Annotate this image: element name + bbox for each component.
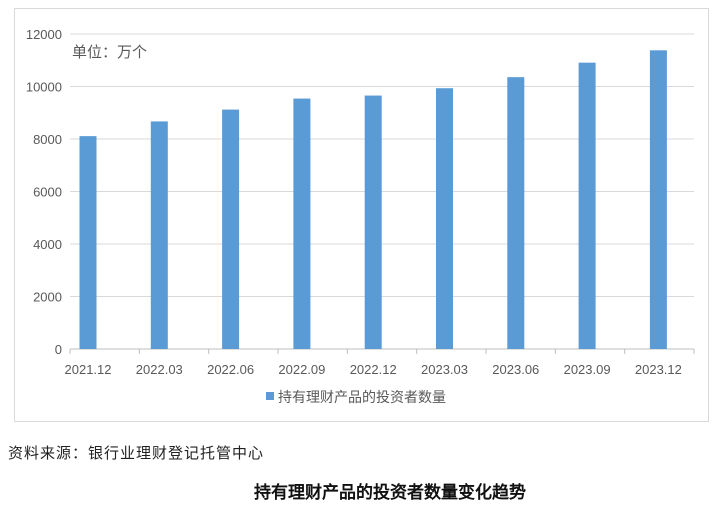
x-tick-label: 2023.06 [492,362,539,377]
bar-2022.03 [150,121,168,349]
bar-2022.12 [364,95,382,350]
bar-2022.09 [293,98,311,349]
x-tick-label: 2021.12 [65,362,112,377]
bar-2023.09 [578,62,596,349]
y-tick-label: 8000 [33,132,62,147]
y-tick-label: 4000 [33,237,62,252]
unit-label: 单位：万个 [72,44,147,61]
legend-swatch [266,392,274,400]
x-tick-label: 2022.03 [136,362,183,377]
legend-label: 持有理财产品的投资者数量 [278,389,446,405]
y-tick-label: 2000 [33,290,62,305]
x-tick-label: 2023.03 [421,362,468,377]
bar-2023.03 [436,88,453,350]
bar-chart: 0 2000 4000 6000 8000 10000 12000 2021.12 2022.… [26,27,695,405]
x-tick-label: 2022.06 [207,362,254,377]
bar-2023.06 [507,77,525,349]
source-note: 资料来源：银行业理财登记托管中心 [8,444,265,462]
chart-frame [14,8,709,422]
x-tick-label: 2023.09 [564,362,611,377]
y-tick-label: 0 [55,342,62,357]
x-tick-label: 2022.09 [278,362,325,377]
y-tick-label: 12000 [26,27,62,42]
y-tick-label: 6000 [33,185,62,200]
bar-2023.12 [649,50,667,350]
y-tick-label: 10000 [26,80,62,95]
bar-2021.12 [79,136,97,349]
bar-2022.06 [222,109,240,349]
x-tick-label: 2022.12 [350,362,397,377]
figure-caption: 持有理财产品的投资者数量变化趋势 [254,483,526,503]
x-tick-label: 2023.12 [635,362,682,377]
